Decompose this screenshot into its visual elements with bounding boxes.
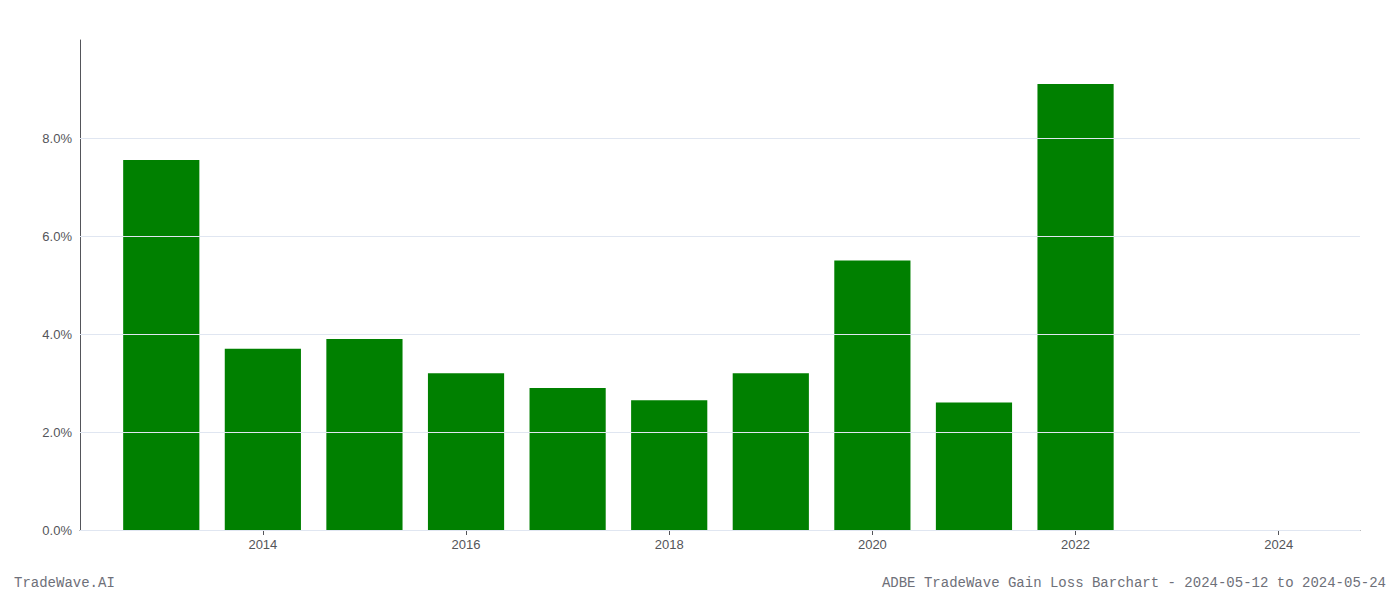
svg-text:2.0%: 2.0% — [42, 425, 72, 440]
svg-text:ADBE TradeWave Gain Loss Barch: ADBE TradeWave Gain Loss Barchart - 2024… — [882, 575, 1386, 591]
svg-text:8.0%: 8.0% — [42, 131, 72, 146]
svg-text:2014: 2014 — [248, 537, 277, 552]
svg-text:0.0%: 0.0% — [42, 523, 72, 538]
svg-text:2022: 2022 — [1061, 537, 1090, 552]
svg-text:2016: 2016 — [452, 537, 481, 552]
svg-text:2024: 2024 — [1264, 537, 1293, 552]
svg-text:6.0%: 6.0% — [42, 229, 72, 244]
svg-text:4.0%: 4.0% — [42, 327, 72, 342]
svg-text:2020: 2020 — [858, 537, 887, 552]
svg-text:2018: 2018 — [655, 537, 684, 552]
svg-text:TradeWave.AI: TradeWave.AI — [14, 575, 115, 591]
